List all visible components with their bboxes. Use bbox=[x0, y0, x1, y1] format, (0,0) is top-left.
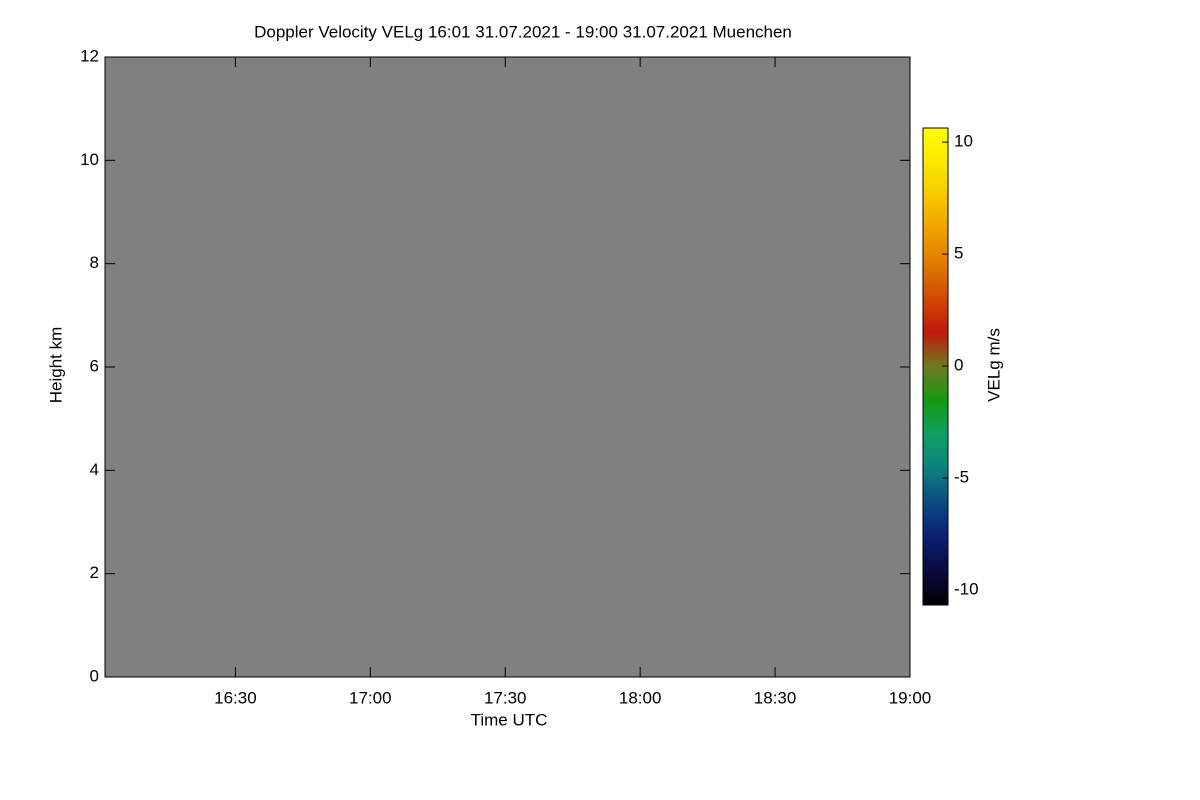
y-tick-label: 4 bbox=[90, 460, 99, 479]
x-tick-label: 18:00 bbox=[619, 688, 662, 707]
plot-background bbox=[105, 57, 910, 677]
y-tick-label: 12 bbox=[80, 46, 99, 65]
x-tick-label: 16:30 bbox=[214, 688, 257, 707]
x-tick-label: 19:00 bbox=[889, 688, 932, 707]
colorbar-label: VELg m/s bbox=[984, 328, 1003, 402]
y-axis-label: Height km bbox=[46, 327, 65, 404]
colorbar-tick-label: -5 bbox=[954, 468, 969, 487]
y-tick-label: 6 bbox=[90, 356, 99, 375]
y-tick-label: 8 bbox=[90, 253, 99, 272]
x-axis-label: Time UTC bbox=[471, 710, 548, 729]
y-tick-label: 0 bbox=[90, 666, 99, 685]
y-tick-label: 10 bbox=[80, 150, 99, 169]
chart-title: Doppler Velocity VELg 16:01 31.07.2021 -… bbox=[254, 22, 792, 41]
colorbar-tick-label: 5 bbox=[954, 244, 963, 263]
x-tick-label: 17:30 bbox=[484, 688, 527, 707]
colorbar-tick-label: 0 bbox=[954, 356, 963, 375]
colorbar-tick-label: -10 bbox=[954, 579, 979, 598]
x-tick-label: 17:00 bbox=[349, 688, 392, 707]
colorbar-tick-label: 10 bbox=[954, 132, 973, 151]
x-tick-label: 18:30 bbox=[754, 688, 797, 707]
y-tick-label: 2 bbox=[90, 563, 99, 582]
